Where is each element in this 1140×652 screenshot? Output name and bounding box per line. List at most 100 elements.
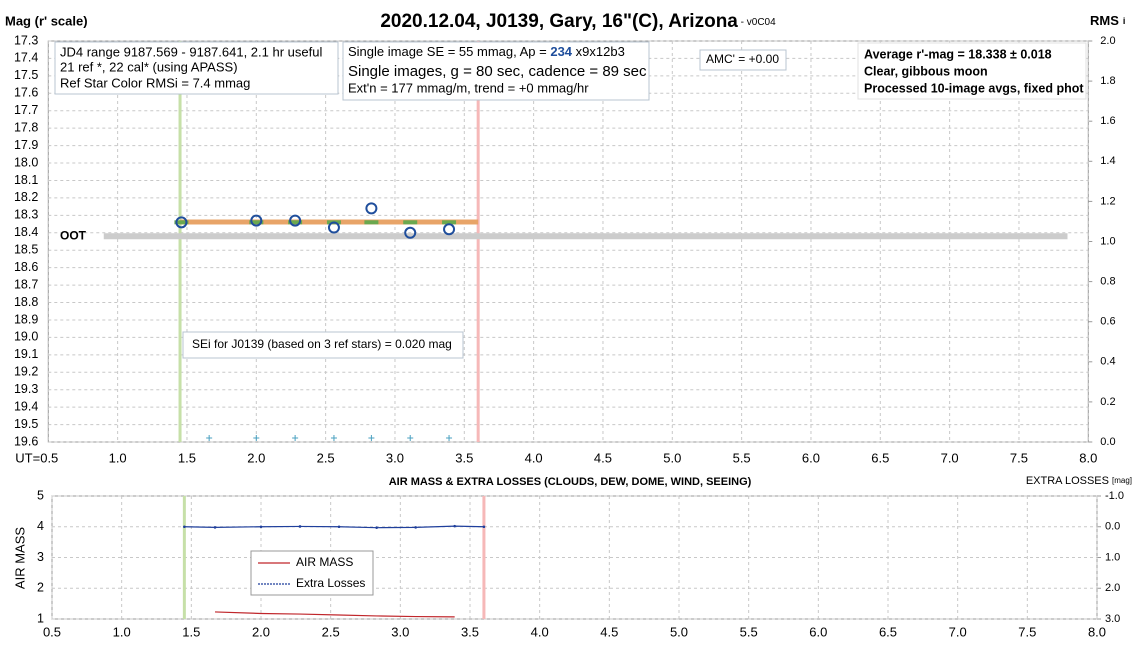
y-tick-label: 19.4	[14, 399, 38, 413]
x-tick-label: 5.0	[663, 450, 681, 465]
x-tick-label: 4.0	[531, 624, 549, 639]
x-tick-label: 2.5	[322, 624, 340, 639]
y-tick-label: 3	[37, 550, 44, 564]
x-tick-label: 3.0	[386, 450, 404, 465]
x-tick-label: 4.5	[600, 624, 618, 639]
x-tick-label: 6.5	[879, 624, 897, 639]
y-tick-label: 5	[37, 488, 44, 502]
x-tick-label: 1.5	[178, 450, 196, 465]
y-tick-label: 18.9	[14, 312, 38, 326]
data-point	[482, 525, 486, 529]
annotation: Ref Star Color RMSi = 7.4 mmag	[60, 75, 250, 90]
y-tick-label: 19.3	[14, 382, 38, 396]
annotation: Ext'n = 177 mmag/m, trend = +0 mmag/hr	[348, 80, 589, 95]
x-tick-label: 2.5	[317, 450, 335, 465]
annotation: Average r'-mag = 18.338 ± 0.018	[864, 47, 1052, 61]
model-mark	[249, 220, 264, 225]
subtitle: - v0C04	[738, 17, 776, 28]
y2-tick-label: -1.0	[1105, 490, 1124, 502]
annotation-box	[54, 41, 339, 95]
data-point	[365, 202, 378, 215]
y2-tick-label: 2.0	[1105, 582, 1120, 594]
x-tick-label: 4.0	[525, 450, 543, 465]
y-tick-label: 4	[37, 519, 44, 533]
rms-mark	[446, 434, 453, 441]
y-tick-label: 19.1	[14, 347, 38, 361]
annotation: AMC' = +0.00	[706, 52, 779, 66]
model-mark	[288, 220, 303, 225]
x-tick-label: 1.0	[109, 450, 127, 465]
y-tick-label: 17.4	[14, 51, 38, 65]
x-tick-label: 1.5	[182, 624, 200, 639]
data-point	[404, 226, 417, 239]
annotation-box	[699, 49, 787, 71]
y2-tick-label: 0.0	[1100, 436, 1115, 448]
y2-tick-label: 1.0	[1105, 551, 1120, 563]
y2-tick-label: 1.0	[1100, 235, 1115, 247]
x-tick-label: 0.5	[43, 624, 61, 639]
y-tick-label: 19.2	[14, 365, 38, 379]
rms-mark	[330, 434, 337, 441]
x-tick-label: 5.5	[733, 450, 751, 465]
x-tick-label: 2.0	[252, 624, 270, 639]
y-tick-label: 18.7	[14, 277, 38, 291]
x-tick-label: 3.5	[455, 450, 473, 465]
y-tick-label: 19.5	[14, 417, 38, 431]
y-axis-label: AIR MASS	[12, 527, 27, 589]
y-tick-label: 18.6	[14, 260, 38, 274]
y-tick-label: 17.8	[14, 120, 38, 134]
rms-mark	[206, 434, 213, 441]
data-point	[289, 214, 302, 227]
y-tick-label: 17.5	[14, 68, 38, 82]
model-mark	[403, 220, 418, 225]
annotation: Single image SE = 55 mmag, Ap = 234 x9x1…	[348, 44, 625, 59]
annotation: JD4 range 9187.569 - 9187.641, 2.1 hr us…	[60, 44, 322, 59]
chart-title: 2020.12.04, J0139, Gary, 16"(C), Arizona…	[380, 11, 776, 32]
y-tick-label: 1	[37, 611, 44, 625]
y2-label-sub: [mag]	[1112, 476, 1132, 485]
annotation: Processed 10-image avgs, fixed phot	[864, 81, 1084, 95]
y-tick-label: 2	[37, 581, 44, 595]
annotation: Single images, g = 80 sec, cadence = 89 …	[348, 63, 647, 80]
x-tick-label: 5.0	[670, 624, 688, 639]
x-tick-label: 8.0	[1088, 624, 1106, 639]
y-tick-label: 17.9	[14, 138, 38, 152]
series-label: OOT	[60, 228, 87, 242]
y-tick-label: 18.0	[14, 155, 38, 169]
data-point	[337, 525, 341, 529]
y2-tick-label: 1.2	[1100, 195, 1115, 207]
y2-tick-label: 0.6	[1100, 316, 1115, 328]
plot-layer: 17.317.417.517.617.717.817.918.018.118.2…	[14, 33, 1124, 639]
y-tick-label: 19.0	[14, 330, 38, 344]
rms-mark	[407, 434, 414, 441]
title: 2020.12.04, J0139, Gary, 16"(C), Arizona	[380, 11, 738, 32]
legend-label: AIR MASS	[296, 555, 353, 569]
model-mark	[174, 220, 189, 225]
annotation-part: x9x12b3	[572, 44, 625, 59]
series-line	[214, 611, 455, 618]
x-tick-label: 1.0	[113, 624, 131, 639]
y2-axis-label: EXTRA LOSSES [mag]	[1026, 475, 1132, 487]
legend	[250, 550, 374, 596]
y-tick-label: 18.3	[14, 208, 38, 222]
y2-axis-label: RMS i	[1090, 13, 1125, 28]
data-point	[327, 221, 340, 234]
y-tick-label: 18.5	[14, 243, 38, 257]
model-mark	[364, 220, 379, 225]
x-tick-label: 6.0	[802, 450, 820, 465]
data-point	[213, 526, 217, 529]
x-tick-label: 8.0	[1079, 450, 1097, 465]
y2-tick-label: 1.8	[1100, 75, 1115, 87]
annotation-box	[182, 331, 464, 359]
data-point	[453, 524, 456, 528]
data-point	[183, 525, 186, 529]
y2-tick-label: 1.6	[1100, 115, 1115, 127]
y2-tick-label: 2.0	[1100, 35, 1115, 47]
data-point	[250, 214, 263, 227]
y-tick-label: 18.8	[14, 295, 38, 309]
y2-tick-label: 0.8	[1100, 276, 1115, 288]
y-tick-label: 18.2	[14, 190, 38, 204]
y-tick-label: 17.3	[14, 33, 38, 47]
y-axis-label: Mag (r' scale)	[5, 13, 88, 28]
